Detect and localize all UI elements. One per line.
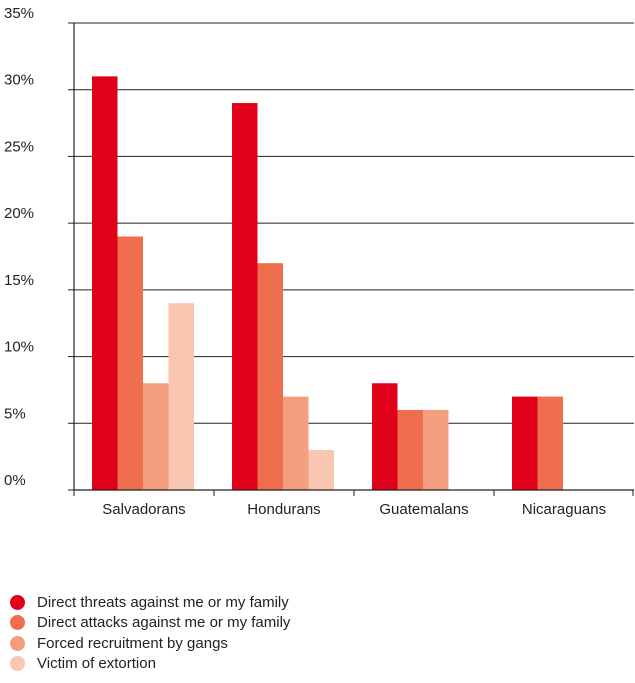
bar — [308, 449, 334, 490]
y-tick-label: 0% — [4, 472, 26, 489]
bar — [397, 409, 423, 490]
grid-lines — [74, 22, 634, 424]
x-category-label: Nicaraguans — [522, 501, 606, 518]
legend-swatch-icon — [10, 635, 25, 651]
bar — [537, 396, 563, 490]
bar — [92, 76, 118, 490]
bar — [512, 396, 538, 490]
legend-swatch-icon — [10, 656, 25, 672]
bar — [232, 103, 258, 491]
legend-label: Forced recruitment by gangs — [37, 634, 228, 652]
bar — [143, 383, 169, 490]
y-tick-label: 5% — [4, 405, 26, 422]
bar — [283, 396, 309, 490]
bar-chart: 0% 5% 10% 15% 20% 25% 30% 35% Salvadorans Hondur… — [4, 5, 634, 518]
x-category-label: Salvadorans — [102, 501, 185, 518]
bars — [92, 76, 563, 491]
y-tick-label: 35% — [4, 5, 34, 22]
legend-swatch-icon — [10, 615, 25, 631]
legend-label: Direct attacks against me or my family — [37, 614, 291, 632]
bar — [257, 263, 283, 490]
y-tick-label: 10% — [4, 339, 34, 356]
legend: Direct threats against me or my family Di… — [10, 592, 290, 674]
bar — [423, 409, 449, 490]
bar — [372, 383, 398, 490]
legend-label: Direct threats against me or my family — [37, 593, 289, 611]
x-category-label: Guatemalans — [379, 501, 468, 518]
y-tick-label: 25% — [4, 138, 34, 155]
legend-item: Victim of extortion — [10, 654, 290, 675]
x-axis: Salvadorans Hondurans Guatemalans Nicaragua… — [73, 489, 634, 518]
legend-item: Direct attacks against me or my family — [10, 613, 290, 634]
legend-item: Forced recruitment by gangs — [10, 633, 290, 654]
y-tick-label: 30% — [4, 72, 34, 89]
x-category-label: Hondurans — [247, 501, 320, 518]
y-axis-ticks: 0% 5% 10% 15% 20% 25% 30% 35% — [4, 5, 75, 491]
y-tick-label: 15% — [4, 272, 34, 289]
bar — [117, 236, 143, 490]
legend-item: Direct threats against me or my family — [10, 592, 290, 613]
y-tick-label: 20% — [4, 205, 34, 222]
legend-swatch-icon — [10, 594, 25, 610]
legend-label: Victim of extortion — [37, 655, 156, 673]
bar — [168, 303, 194, 490]
